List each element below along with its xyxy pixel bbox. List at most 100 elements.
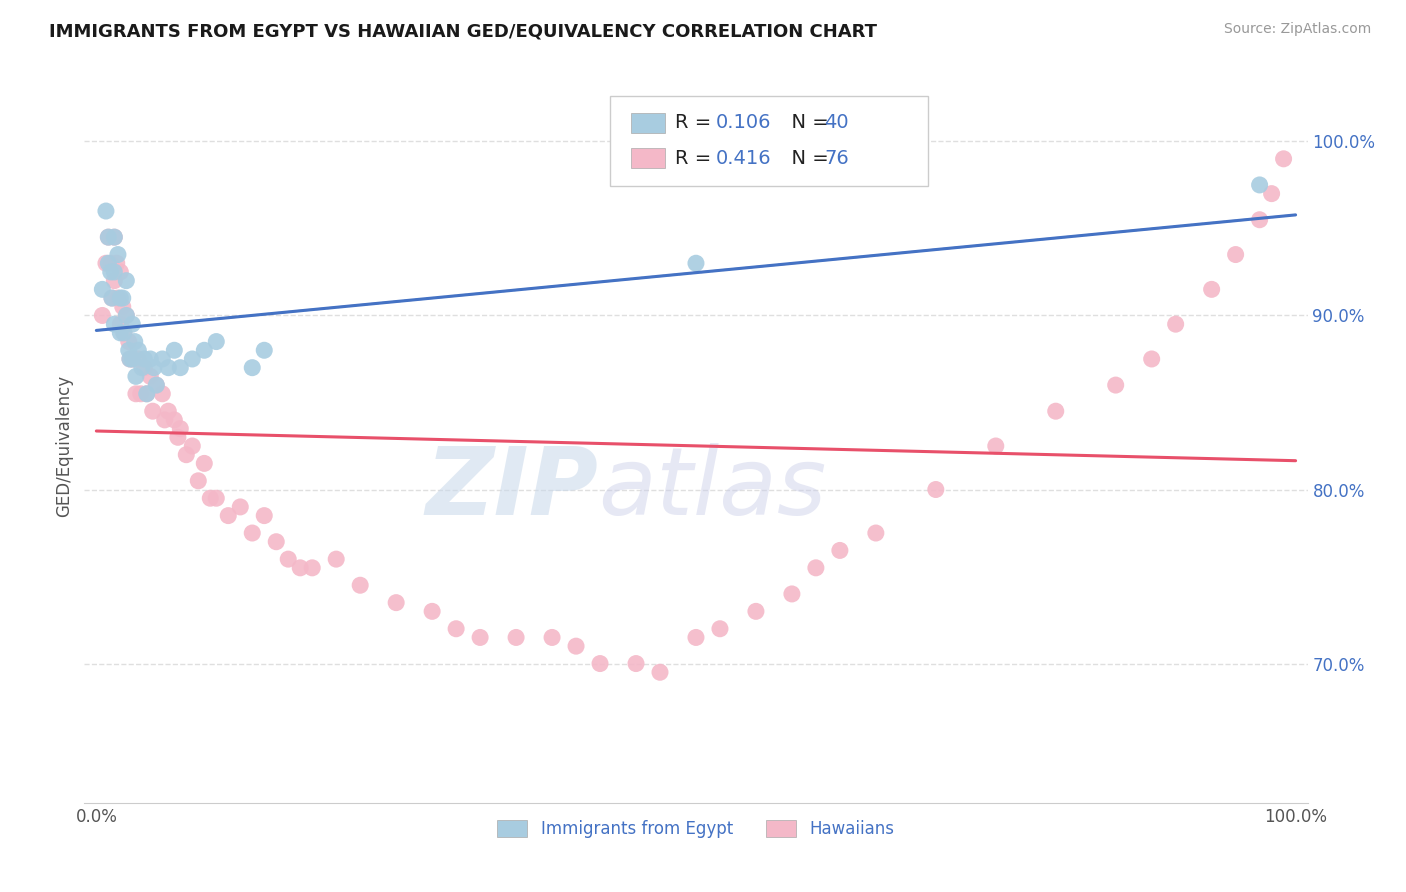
Point [385, 596, 408, 610]
Point [135, 386, 157, 401]
Point [110, 326, 132, 340]
Point [103, 317, 125, 331]
Point [150, 386, 173, 401]
Point [118, 343, 141, 358]
Point [139, 351, 162, 366]
Point [240, 360, 263, 375]
Point [709, 622, 731, 636]
Point [1225, 247, 1247, 261]
Point [253, 508, 276, 523]
Point [91, 309, 114, 323]
Point [125, 386, 148, 401]
Point [124, 351, 146, 366]
Point [163, 413, 186, 427]
Point [1164, 317, 1187, 331]
Point [217, 508, 239, 523]
Text: N =: N = [779, 113, 835, 132]
Point [150, 351, 173, 366]
Text: IMMIGRANTS FROM EGYPT VS HAWAIIAN GED/EQUIVALENCY CORRELATION CHART: IMMIGRANTS FROM EGYPT VS HAWAIIAN GED/EQ… [49, 22, 877, 40]
Text: R =: R = [675, 149, 717, 168]
Point [200, 491, 222, 506]
Text: atlas: atlas [598, 443, 827, 534]
Point [127, 343, 149, 358]
Point [145, 378, 167, 392]
Text: 0.106: 0.106 [716, 113, 770, 132]
Point [984, 439, 1007, 453]
Point [290, 561, 312, 575]
Point [468, 631, 491, 645]
Text: 40: 40 [824, 113, 849, 132]
Point [145, 378, 167, 392]
Point [105, 256, 128, 270]
Text: 76: 76 [824, 149, 849, 168]
FancyBboxPatch shape [610, 96, 928, 186]
Point [134, 351, 156, 366]
Point [139, 369, 162, 384]
Point [1105, 378, 1128, 392]
Point [115, 309, 138, 323]
Point [103, 265, 125, 279]
Point [121, 351, 143, 366]
Text: Source: ZipAtlas.com: Source: ZipAtlas.com [1223, 22, 1371, 37]
Point [169, 360, 191, 375]
Point [1272, 152, 1295, 166]
Point [112, 326, 135, 340]
Point [1260, 186, 1282, 201]
Text: N =: N = [779, 149, 835, 168]
Point [94, 256, 117, 270]
Point [97, 230, 120, 244]
FancyBboxPatch shape [631, 148, 665, 169]
Point [804, 561, 827, 575]
Point [181, 439, 204, 453]
Point [131, 360, 153, 375]
FancyBboxPatch shape [631, 112, 665, 133]
Point [349, 578, 371, 592]
Point [780, 587, 803, 601]
Point [229, 500, 252, 514]
Point [157, 404, 180, 418]
Point [444, 622, 467, 636]
Point [110, 317, 132, 331]
Point [110, 291, 132, 305]
Point [187, 474, 209, 488]
Point [101, 291, 124, 305]
Point [505, 631, 527, 645]
Point [101, 291, 124, 305]
Point [240, 526, 263, 541]
Point [205, 491, 228, 506]
Point [624, 657, 647, 671]
Point [1201, 282, 1223, 296]
Text: R =: R = [675, 113, 717, 132]
Point [193, 457, 215, 471]
Point [107, 247, 129, 261]
Point [325, 552, 347, 566]
Point [103, 230, 125, 244]
Point [129, 386, 152, 401]
Point [94, 204, 117, 219]
Point [685, 631, 707, 645]
Point [103, 230, 125, 244]
Point [121, 317, 143, 331]
Point [167, 430, 190, 444]
Point [1140, 351, 1163, 366]
Point [97, 256, 120, 270]
Point [685, 256, 707, 270]
Point [264, 534, 287, 549]
Point [142, 404, 165, 418]
Point [181, 351, 204, 366]
Point [745, 604, 768, 618]
Point [565, 639, 588, 653]
Point [107, 291, 129, 305]
Point [118, 351, 141, 366]
Point [277, 552, 299, 566]
Point [110, 265, 132, 279]
Point [97, 230, 120, 244]
Point [648, 665, 671, 680]
Point [135, 386, 157, 401]
Point [111, 291, 134, 305]
Point [124, 334, 146, 349]
Point [1045, 404, 1067, 418]
Point [163, 343, 186, 358]
Point [420, 604, 443, 618]
Point [127, 351, 149, 366]
